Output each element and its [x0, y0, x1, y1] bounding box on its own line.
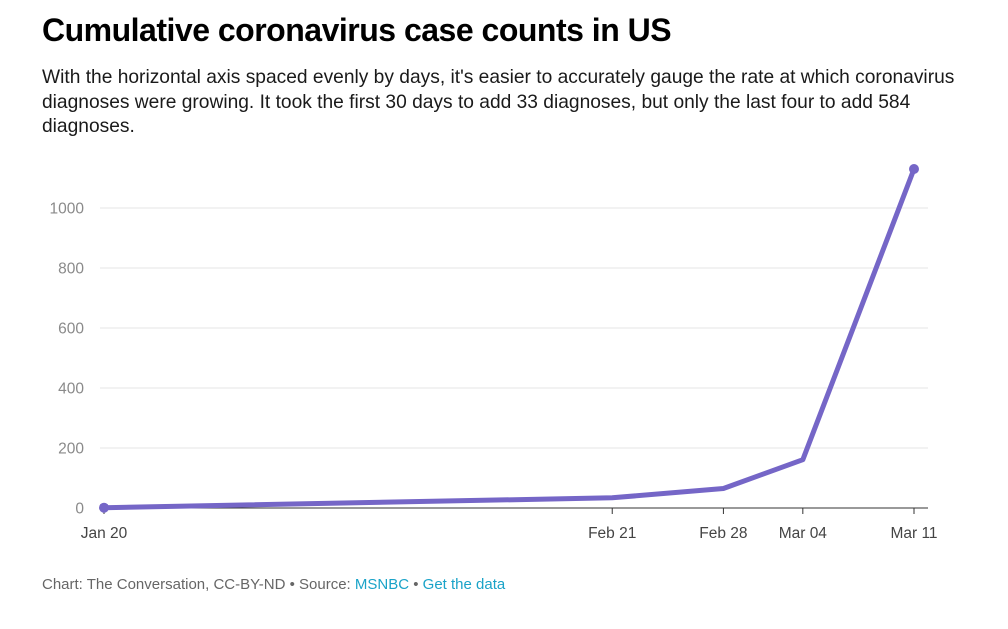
series-layer: [99, 164, 919, 513]
x-tick-label: Feb 28: [699, 525, 747, 542]
x-tick-label: Jan 20: [81, 525, 128, 542]
y-tick-label: 400: [58, 381, 84, 398]
y-tick-label: 200: [58, 441, 84, 458]
chart-subtitle: With the horizontal axis spaced evenly b…: [42, 67, 955, 138]
separator: •: [285, 576, 300, 593]
data-point-end: [909, 164, 919, 174]
separator: •: [409, 576, 423, 593]
chart-title: Cumulative coronavirus case counts in US: [42, 12, 672, 48]
y-axis-tick-labels: 0 200 400 600 800 1000: [50, 201, 85, 518]
line-chart: 0 200 400 600 800 1000 Jan 20 Feb 21 Feb 28 Mar …: [50, 164, 938, 542]
x-tick-label: Feb 21: [588, 525, 636, 542]
get-data-link[interactable]: Get the data: [422, 576, 506, 593]
gridlines: [100, 207, 928, 449]
credit-text: Chart: The Conversation, CC-BY-ND: [42, 576, 286, 593]
y-tick-label: 600: [58, 321, 84, 338]
y-tick-label: 800: [58, 261, 84, 278]
series-line: [101, 166, 917, 511]
x-tick-label: Mar 04: [779, 525, 828, 542]
chart-footer: Chart: The Conversation, CC-BY-ND • Sour…: [42, 576, 505, 593]
y-tick-label: 0: [75, 501, 84, 518]
source-link[interactable]: MSNBC: [354, 576, 410, 593]
y-tick-label: 1000: [50, 201, 85, 218]
source-prefix: Source:: [299, 576, 355, 593]
x-axis: Jan 20 Feb 21 Feb 28 Mar 04 Mar 11: [81, 507, 938, 542]
data-point-start: [99, 502, 109, 513]
x-tick-label: Mar 11: [890, 525, 937, 542]
